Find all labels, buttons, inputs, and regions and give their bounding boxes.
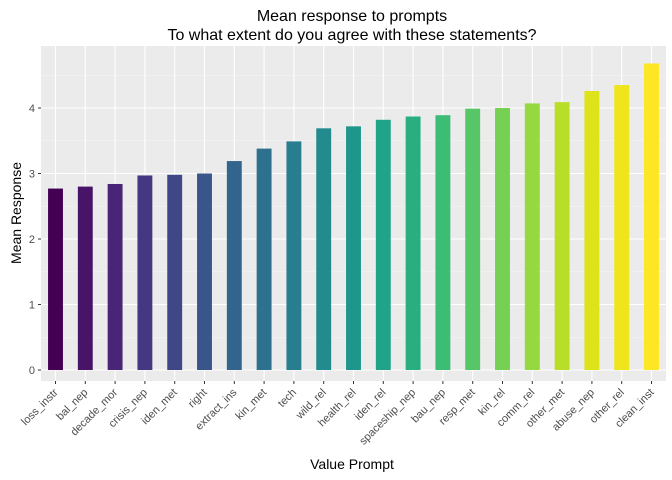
y-tick-label: 3 — [29, 169, 35, 181]
x-tick-label: tech — [276, 387, 299, 410]
x-axis-label: Value Prompt — [310, 456, 394, 472]
y-tick-label: 0 — [29, 365, 35, 377]
bar-iden_met — [167, 174, 183, 370]
chart-subtitle: To what extent do you agree with these s… — [167, 27, 536, 44]
x-tick-label: right — [186, 387, 210, 411]
bar-clean_inst — [644, 63, 659, 371]
bar-comm_rel — [524, 103, 540, 370]
bar-kin_met — [256, 148, 272, 370]
y-tick-label: 2 — [29, 234, 35, 246]
x-axis-ticks: loss_instrbal_nepdecade_morcrisis_nepide… — [19, 381, 657, 447]
bar-health_rel — [346, 126, 361, 370]
bar-kin_rel — [495, 108, 510, 370]
x-tick-label: loss_instr — [19, 386, 61, 428]
bar-loss_instr — [48, 188, 63, 370]
y-axis-label: Mean Response — [8, 162, 24, 264]
y-tick-label: 1 — [29, 300, 35, 312]
bar-other_rel — [614, 85, 630, 370]
bars — [48, 63, 659, 371]
bar-extract_ins — [226, 161, 242, 370]
bar-spaceship_nep — [405, 116, 421, 370]
bar-wild_rel — [316, 128, 332, 370]
x-tick-label: kin_met — [233, 387, 269, 423]
bar-abuse_nep — [584, 90, 600, 370]
bar-other_met — [554, 102, 570, 370]
bar-right — [197, 173, 212, 370]
bar-resp_met — [465, 108, 481, 370]
bar-iden_rel — [375, 119, 391, 370]
bar-decade_mor — [107, 183, 123, 370]
bar-bal_nep — [77, 186, 93, 370]
chart-title: Mean response to prompts — [257, 8, 447, 25]
y-axis-ticks: 0 1 2 3 4 — [29, 103, 41, 377]
bar-tech — [286, 141, 302, 370]
y-tick-label: 4 — [29, 103, 35, 115]
bar-crisis_nep — [137, 175, 153, 370]
bar-bau_nep — [435, 115, 451, 370]
